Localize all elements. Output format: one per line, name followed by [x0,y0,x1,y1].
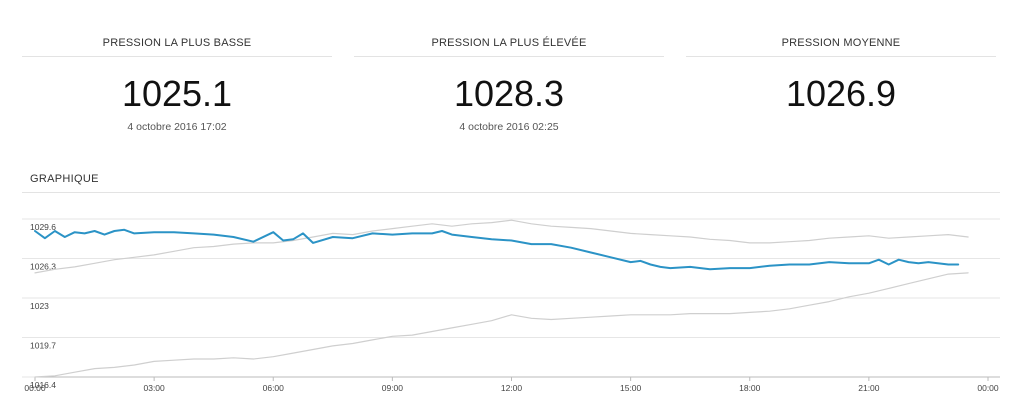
pressure-chart: 1016.4 1019.7 1023 1026.3 1029.6 00:00 03:00 06… [22,218,1000,393]
max-envelope-line [34,219,969,274]
x-tick-label: 09:00 [382,383,404,393]
y-tick-label: 1016.4 [30,380,56,390]
stat-card-highest: PRESSION LA PLUS ÉLEVÉE 1028.3 4 octobre… [354,0,664,150]
divider [354,56,664,57]
stat-date: 4 octobre 2016 17:02 [127,121,227,133]
divider [686,56,996,57]
x-tick-label: 15:00 [620,383,642,393]
divider [22,56,332,57]
stat-date: 4 octobre 2016 02:25 [459,121,559,133]
x-tick-label: 06:00 [263,383,285,393]
stat-value: 1028.3 [453,73,565,114]
stat-value: 1025.1 [121,73,233,114]
x-tick-label: 18:00 [739,383,761,393]
stat-value: 1026.9 [785,73,897,114]
x-tick-label: 00:00 [24,383,46,393]
stat-card-lowest: PRESSION LA PLUS BASSE 1025.1 4 octobre … [22,0,332,150]
stat-card-average: PRESSION MOYENNE 1026.9 [686,0,996,150]
stat-title: PRESSION LA PLUS BASSE [102,37,252,49]
x-tick-label: 12:00 [501,383,523,393]
graph-title: GRAPHIQUE [30,173,99,185]
divider [22,192,1000,193]
stats-panel: PRESSION LA PLUS BASSE 1025.1 4 octobre … [0,0,1024,150]
x-tick-label: 03:00 [143,383,165,393]
pressure-line [34,228,960,271]
x-tick-label: 21:00 [858,383,880,393]
y-tick-label: 1019.7 [30,341,56,351]
y-tick-label: 1026.3 [30,262,56,272]
y-tick-label: 1029.6 [30,222,56,232]
y-tick-label: 1023 [30,301,49,311]
stat-title: PRESSION MOYENNE [781,37,901,49]
x-tick-label: 00:00 [977,383,999,393]
stat-title: PRESSION LA PLUS ÉLEVÉE [431,37,587,49]
min-envelope-line [34,272,969,378]
